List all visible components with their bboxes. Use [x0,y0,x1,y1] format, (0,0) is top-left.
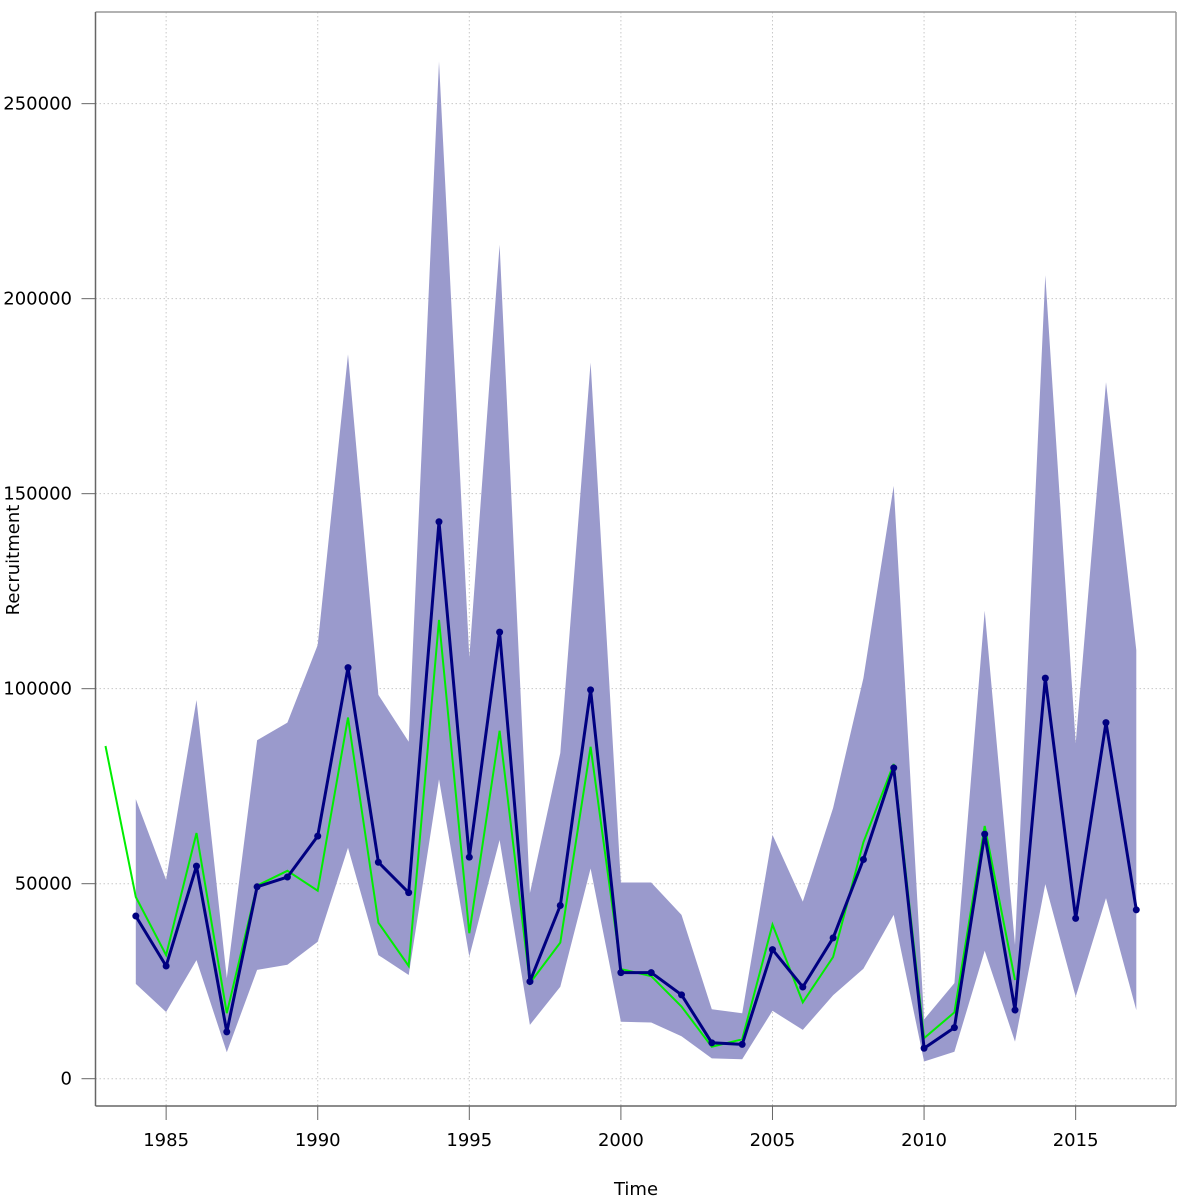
data-point [556,902,564,910]
data-point [890,764,898,772]
data-point [314,832,322,840]
tick-labels: 1985 1990 1995 2000 2005 2010 2015 0 50000 100000… [3,94,1098,1151]
y-tick-label: 50000 [15,874,72,895]
data-point [587,686,595,694]
y-tick-label: 0 [61,1069,72,1090]
data-point [435,518,443,526]
data-point [496,628,504,636]
y-tick-label: 200000 [3,289,72,310]
data-point [253,883,261,891]
x-tick-label: 2015 [1053,1130,1099,1151]
data-point [617,969,625,977]
data-point [1041,674,1049,682]
y-axis-title: Recruitment [3,505,24,616]
data-point [405,889,413,897]
y-tick-label: 100000 [3,679,72,700]
x-tick-label: 1990 [295,1130,341,1151]
data-point [344,664,352,672]
data-point [859,856,867,864]
estimate-line [134,520,1138,1050]
x-tick-label: 2010 [901,1130,947,1151]
data-point [768,946,776,954]
confidence-band-layer [135,61,1137,1062]
data-point [192,862,200,870]
data-point [283,873,291,881]
data-point [1132,906,1140,914]
data-point [920,1044,928,1052]
x-tick-label: 1995 [446,1130,492,1151]
data-point [981,830,989,838]
x-tick-label: 2000 [598,1130,644,1151]
x-tick-label: 2005 [750,1130,796,1151]
data-point [223,1028,231,1036]
y-tick-label: 250000 [3,94,72,115]
data-point [526,978,534,986]
data-point [678,991,686,999]
data-point [950,1024,958,1032]
data-point [829,934,837,942]
data-point [799,983,807,991]
confidence-band [135,61,1137,1062]
data-point [374,858,382,866]
data-point [465,853,473,861]
data-point [647,969,655,977]
data-points-layer [132,518,1140,1052]
axes [81,11,1177,1120]
y-tick-label: 150000 [3,484,72,505]
data-point [1102,719,1110,727]
data-point [708,1039,716,1047]
data-point [738,1040,746,1048]
data-point [1011,1006,1019,1014]
data-point [162,962,170,970]
data-point [132,912,140,920]
data-point [1072,914,1080,922]
x-tick-label: 1985 [143,1130,189,1151]
x-axis-title: Time [613,1179,658,1200]
